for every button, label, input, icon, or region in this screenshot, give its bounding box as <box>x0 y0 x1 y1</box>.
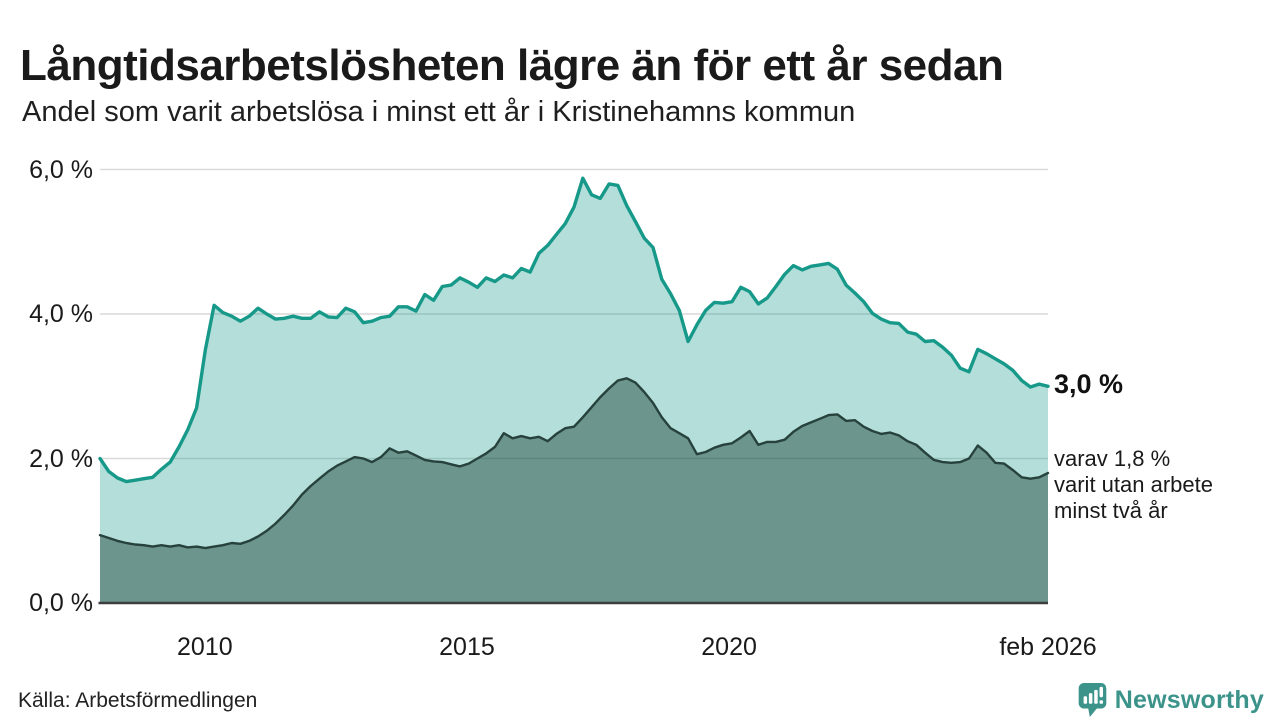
x-tick-label: 2010 <box>177 633 233 661</box>
page-title: Långtidsarbetslösheten lägre än för ett … <box>20 41 1004 91</box>
series-end-value-label: 3,0 % <box>1054 369 1124 399</box>
newsworthy-bubble-icon <box>1078 683 1107 717</box>
area-unemployed-2yr <box>100 378 1048 603</box>
newsworthy-wordmark: Newsworthy <box>1114 685 1264 714</box>
area-chart <box>98 168 1050 605</box>
series-end-note: varav 1,8 % varit utan arbete minst två … <box>1054 446 1213 523</box>
source-credit: Källa: Arbetsförmedlingen <box>18 689 258 712</box>
line-unemployed-1yr <box>98 176 1050 484</box>
chart-subtitle: Andel som varit arbetslösa i minst ett å… <box>22 96 856 128</box>
y-tick-label: 0,0 % <box>29 589 93 617</box>
x-tick-label: 2020 <box>701 633 757 661</box>
y-tick-label: 4,0 % <box>29 300 93 328</box>
x-tick-label: feb 2026 <box>999 633 1097 661</box>
line-unemployed-2yr <box>98 377 1050 550</box>
area-unemployed-1yr <box>100 178 1048 603</box>
gridlines <box>100 168 1048 460</box>
x-tick-label: 2015 <box>439 633 495 661</box>
newsworthy-logo: Newsworthy <box>1078 683 1264 717</box>
y-tick-label: 2,0 % <box>29 444 93 473</box>
y-tick-label: 6,0 % <box>29 155 93 184</box>
